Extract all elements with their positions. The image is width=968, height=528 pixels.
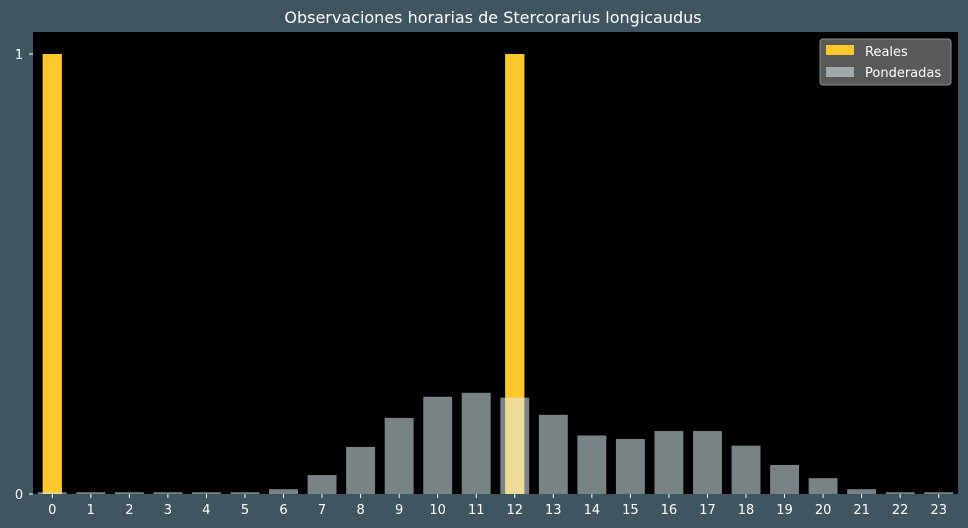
x-tick-label-5: 5 (241, 503, 249, 518)
x-axis: 0 1 2 3 4 5 6 7 8 9 10 11 12 13 14 15 16 17 18 19 20 21 22 23 (48, 494, 947, 518)
bar-ponderadas-2 (114, 492, 144, 494)
chart-title: Observaciones horarias de Stercorarius l… (284, 8, 701, 27)
x-tick-label-15: 15 (622, 503, 639, 518)
x-tick-label-10: 10 (429, 503, 446, 518)
x-tick-label-12: 12 (506, 503, 523, 518)
bar-ponderadas-14 (577, 435, 607, 494)
x-tick-label-16: 16 (661, 503, 678, 518)
legend-label-reales: Reales (865, 45, 908, 60)
legend-label-ponderadas: Ponderadas (865, 66, 941, 81)
bar-ponderadas-0 (37, 492, 67, 494)
bar-ponderadas-19 (770, 464, 800, 494)
bar-ponderadas-18 (731, 445, 761, 494)
legend: Reales Ponderadas (819, 38, 952, 86)
x-tick-label-9: 9 (395, 503, 403, 518)
x-tick-label-8: 8 (356, 503, 364, 518)
bar-ponderadas-20 (808, 478, 838, 494)
bar-ponderadas-6 (269, 489, 298, 494)
bar-reales-0 (42, 54, 62, 494)
x-tick-label-23: 23 (930, 503, 947, 518)
x-tick-label-20: 20 (815, 503, 832, 518)
bar-ponderadas-11 (461, 392, 491, 494)
legend-swatch-reales (826, 45, 854, 55)
bar-ponderadas-3 (153, 492, 183, 494)
x-tick-label-7: 7 (318, 503, 326, 518)
bar-ponderadas-9 (384, 417, 414, 494)
x-tick-label-11: 11 (468, 503, 485, 518)
bar-ponderadas-13 (538, 414, 568, 494)
x-tick-label-13: 13 (545, 503, 562, 518)
bar-ponderadas-23 (924, 492, 954, 494)
bar-reales-12 (505, 54, 525, 494)
bar-ponderadas-10 (423, 396, 453, 494)
series-reales (42, 54, 525, 494)
x-tick-label-22: 22 (892, 503, 909, 518)
bar-ponderadas-22 (885, 492, 915, 494)
x-tick-label-2: 2 (125, 503, 133, 518)
y-axis: 01 (15, 48, 33, 503)
bar-ponderadas-21 (847, 489, 877, 494)
y-tick-label-1: 1 (15, 48, 23, 63)
bar-ponderadas-15 (615, 439, 645, 494)
x-tick-label-17: 17 (699, 503, 716, 518)
bar-ponderadas-17 (693, 431, 722, 494)
x-tick-label-4: 4 (202, 503, 210, 518)
plot-area (33, 32, 958, 494)
x-tick-label-6: 6 (279, 503, 287, 518)
bar-ponderadas-4 (191, 492, 221, 494)
bar-ponderadas-7 (307, 475, 337, 494)
bar-ponderadas-12 (500, 397, 530, 494)
x-tick-label-1: 1 (87, 503, 95, 518)
series-ponderadas (37, 392, 954, 494)
y-tick-label-0: 0 (15, 488, 23, 503)
bar-ponderadas-16 (654, 431, 684, 494)
x-tick-label-19: 19 (776, 503, 793, 518)
legend-swatch-ponderadas (826, 67, 854, 77)
x-tick-label-3: 3 (164, 503, 172, 518)
x-tick-label-0: 0 (48, 503, 56, 518)
bar-ponderadas-1 (76, 492, 106, 494)
x-tick-label-21: 21 (853, 503, 870, 518)
x-tick-label-18: 18 (738, 503, 755, 518)
bar-ponderadas-8 (346, 446, 376, 494)
x-tick-label-14: 14 (584, 503, 601, 518)
bar-ponderadas-5 (230, 492, 260, 494)
